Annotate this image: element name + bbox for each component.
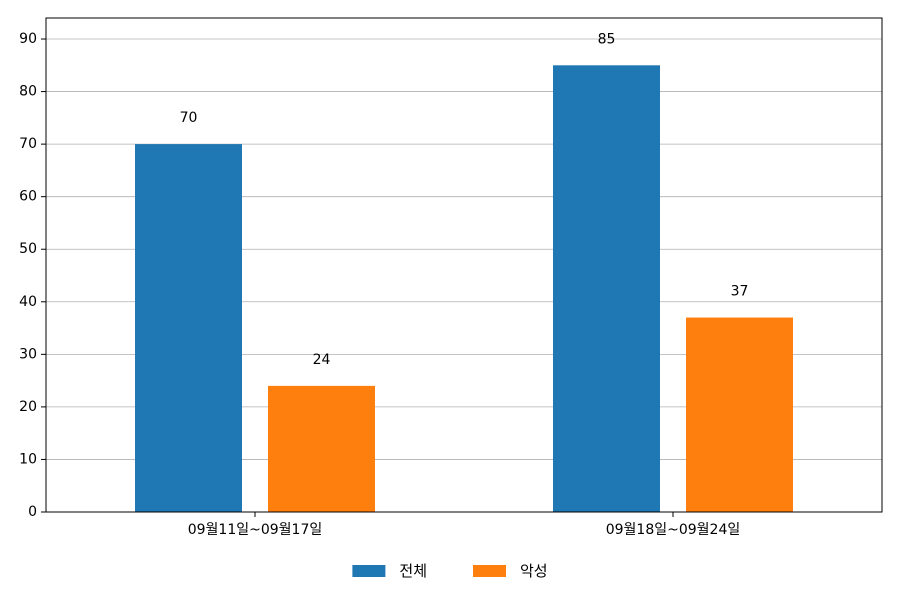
bar-악성-1 (686, 317, 793, 512)
x-axis: 09월11일~09월17일 09월18일~09월24일 (188, 512, 741, 538)
bar-악성-0 (268, 385, 375, 512)
legend: 전체 악성 (352, 562, 548, 580)
data-label: 24 (313, 352, 331, 368)
plot-frame (45, 17, 883, 513)
x-tick-label: 09월18일~09월24일 (606, 522, 741, 538)
y-tick-label: 20 (19, 399, 37, 415)
y-tick-label: 90 (19, 31, 37, 47)
y-tick-label: 30 (19, 346, 37, 362)
bar-전체-0 (135, 144, 242, 512)
y-tick-label: 60 (19, 189, 37, 205)
data-labels: 70 24 85 37 (180, 31, 749, 368)
legend-label: 악성 (520, 562, 548, 580)
y-axis: 0 10 20 30 40 50 60 70 80 90 (19, 31, 46, 520)
legend-swatch-전체 (352, 565, 386, 577)
data-label: 37 (731, 284, 749, 300)
x-tick-label: 09월11일~09월17일 (188, 522, 323, 538)
y-tick-label: 70 (19, 136, 37, 152)
data-label: 70 (180, 110, 198, 126)
y-tick-label: 10 (19, 451, 37, 467)
legend-swatch-악성 (473, 565, 506, 577)
bar-전체-1 (553, 65, 660, 512)
y-tick-label: 80 (19, 84, 37, 100)
y-tick-label: 40 (19, 294, 37, 310)
bars (135, 65, 793, 512)
data-label: 85 (598, 31, 616, 47)
y-tick-label: 0 (28, 504, 37, 520)
legend-label: 전체 (399, 562, 427, 580)
y-tick-label: 50 (19, 241, 37, 257)
